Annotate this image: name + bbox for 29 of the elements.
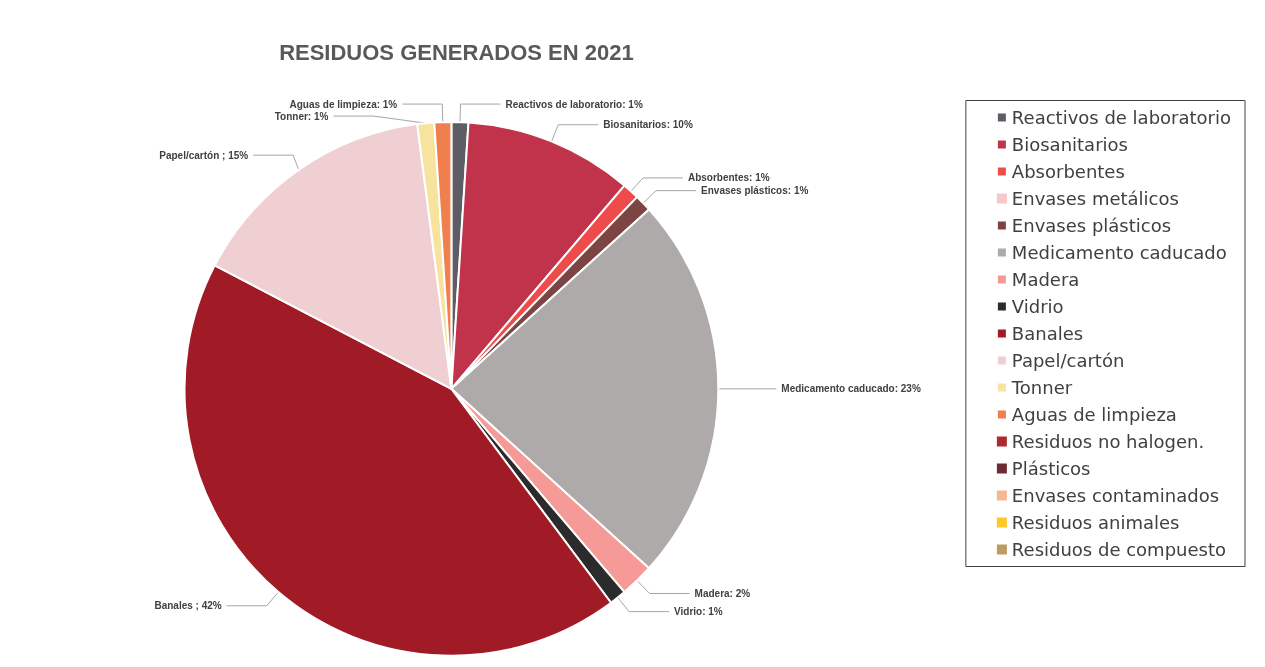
legend-label: Vidrio [1011, 296, 1064, 317]
data-label: Vidrio: 1% [674, 606, 723, 618]
data-label: Aguas de limpieza: 1% [289, 98, 398, 110]
legend-label: Envases metálicos [1011, 188, 1179, 209]
legend-label: Biosanitarios [1011, 134, 1128, 155]
legend-label: Aguas de limpieza [1011, 404, 1177, 425]
data-label: Biosanitarios: 10% [603, 119, 693, 131]
legend-label: Tonner [1010, 377, 1073, 398]
data-label: Reactivos de laboratorio: 1% [505, 98, 643, 110]
legend-label: Residuos animales [1011, 512, 1180, 533]
data-label: Tonner: 1% [274, 110, 329, 122]
data-label: Banales ; 42% [154, 600, 222, 612]
legend-label: Plásticos [1011, 458, 1091, 479]
legend-label: Envases plásticos [1011, 215, 1172, 236]
legend-label: Banales [1011, 323, 1084, 344]
data-label: Absorbentes: 1% [687, 172, 770, 184]
legend-label: Reactivos de laboratorio [1011, 107, 1232, 128]
data-label: Envases plásticos: 1% [701, 185, 809, 197]
data-label: Madera: 2% [694, 588, 751, 599]
legend-label: Residuos de compuesto [1011, 539, 1226, 560]
legend-label: Medicamento caducado [1011, 242, 1227, 263]
legend-label: Papel/cartón [1011, 350, 1125, 371]
chart-title: RESIDUOS GENERADOS EN 2021 [279, 39, 634, 65]
legend-label: Envases contaminados [1011, 485, 1220, 506]
legend-label: Absorbentes [1011, 161, 1125, 182]
data-label: Papel/cartón ; 15% [159, 149, 249, 161]
data-label: Medicamento caducado: 23% [781, 383, 921, 395]
legend-label: Madera [1011, 269, 1080, 290]
legend-label: Residuos no halogen. [1011, 431, 1205, 452]
